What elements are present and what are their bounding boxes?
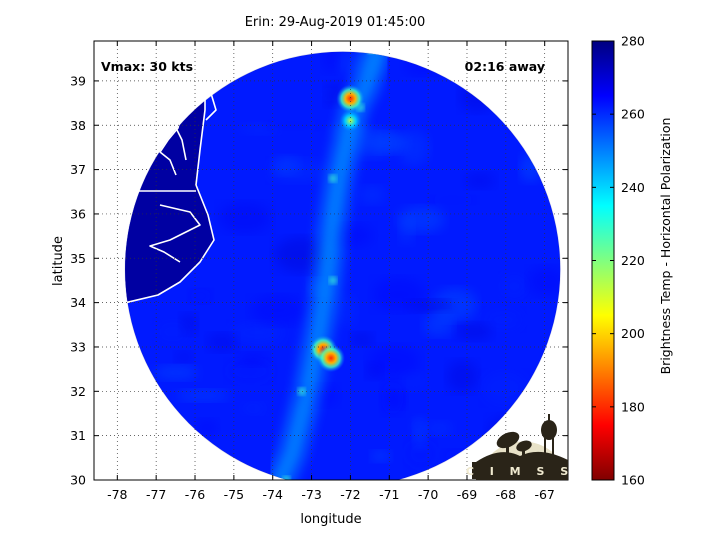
- swath-texture-patch: [237, 352, 269, 367]
- swath-texture-patch: [195, 419, 218, 438]
- colorbar-tick-label: 280: [621, 34, 645, 49]
- y-tick-label: 35: [70, 251, 86, 266]
- axes-box: [93, 40, 569, 481]
- swath-texture-patch: [424, 421, 454, 436]
- vmax-annotation: Vmax: 30 kts: [101, 59, 193, 74]
- swath-texture-patch: [433, 288, 478, 322]
- swath-texture-patch: [397, 129, 430, 166]
- chart-title: Erin: 29-Aug-2019 01:45:00: [245, 15, 426, 30]
- swath-texture-patch: [409, 417, 427, 435]
- x-tick-label: -67: [534, 487, 554, 502]
- y-axis-ticks: 30 31 32 33 34 35 36 37 38 39: [70, 73, 568, 488]
- swath-texture-patch: [463, 172, 496, 189]
- logo-text: C I M S S: [466, 465, 574, 478]
- swath-texture-patch: [218, 202, 271, 233]
- swath-texture-patch: [227, 359, 273, 383]
- colorbar-tick-label: 220: [621, 253, 645, 268]
- rainband-cell: [297, 387, 306, 396]
- swath-texture-patch: [320, 89, 336, 100]
- swath-texture-patch: [405, 439, 436, 468]
- swath-texture-patch: [350, 332, 374, 347]
- cimss-logo: C I M S S: [466, 414, 574, 480]
- swath-texture-patch: [365, 362, 384, 380]
- swath-texture-patch: [153, 365, 199, 381]
- x-tick-label: -69: [457, 487, 477, 502]
- y-tick-label: 30: [70, 473, 86, 488]
- x-tick-label: -76: [185, 487, 205, 502]
- swath-texture-patch: [250, 295, 306, 326]
- rainband-cell: [329, 276, 338, 285]
- convective-core-2: [339, 109, 362, 132]
- swath-texture-patch: [189, 289, 213, 304]
- x-tick-label: -75: [224, 487, 244, 502]
- swath-edge: [124, 51, 561, 480]
- x-tick-label: -73: [301, 487, 321, 502]
- y-tick-label: 38: [70, 118, 86, 133]
- x-tick-label: -71: [379, 487, 399, 502]
- swath-texture-patch: [155, 320, 191, 344]
- y-tick-label: 37: [70, 162, 86, 177]
- swath-texture-patch: [398, 371, 429, 391]
- swath-texture-patch: [267, 120, 320, 131]
- rainband-cell: [282, 476, 291, 480]
- swath-texture-patch: [358, 185, 386, 205]
- y-tick-label: 34: [70, 295, 86, 310]
- swath-texture-patch: [398, 206, 445, 233]
- colorbar-ticks: 160 180 200 220 240 260 280: [592, 34, 645, 488]
- swath-texture-patch: [206, 332, 238, 352]
- swath-texture-patch: [175, 389, 231, 402]
- swath-texture-patch: [230, 321, 284, 344]
- convective-core-1: [336, 84, 365, 113]
- x-tick-label: -72: [340, 487, 360, 502]
- x-tick-label: -78: [107, 487, 127, 502]
- colorbar-tick-label: 160: [621, 473, 645, 488]
- swath-texture-patch: [446, 360, 479, 393]
- y-tick-label: 39: [70, 73, 86, 88]
- y-tick-label: 36: [70, 206, 86, 221]
- swath-texture-patch: [237, 123, 278, 135]
- logo-banner: [472, 462, 568, 479]
- y-tick-label: 33: [70, 339, 86, 354]
- water-tower-icon: [541, 414, 557, 460]
- convective-core-4: [317, 344, 345, 373]
- y-tick-label: 32: [70, 384, 86, 399]
- y-tick-label: 31: [70, 428, 86, 443]
- x-tick-label: -68: [496, 487, 516, 502]
- x-tick-label: -77: [146, 487, 166, 502]
- swath-texture-patch: [422, 313, 454, 337]
- swath-texture-patch: [430, 195, 476, 205]
- swath-texture-patch: [482, 371, 527, 405]
- x-axis-ticks: -78 -77 -76 -75 -74 -73 -72 -71 -70 -69 -68 -67: [107, 41, 555, 502]
- x-axis-label: longitude: [300, 512, 361, 527]
- colorbar-tick-label: 260: [621, 107, 645, 122]
- colorbar-tick-label: 200: [621, 326, 645, 341]
- time-away-annotation: 02:16 away: [465, 59, 545, 74]
- swath-texture-patch: [407, 299, 455, 313]
- swath-texture-patch: [370, 450, 391, 463]
- swath-texture-patch: [321, 51, 339, 73]
- swath-texture-patch: [334, 293, 358, 328]
- swath-texture-patch: [381, 381, 404, 415]
- swath-texture-patch: [483, 308, 524, 331]
- colorbar-label: Brightness Temp - Horizontal Polarizatio…: [658, 118, 673, 375]
- y-axis-label: latitude: [51, 236, 66, 286]
- swath-texture-patch: [272, 155, 301, 176]
- swath-texture-patch: [174, 351, 194, 363]
- swath-texture-patch: [500, 273, 529, 299]
- swath-texture-patch: [274, 237, 329, 273]
- colorbar-tick-label: 240: [621, 180, 645, 195]
- x-tick-label: -74: [263, 487, 283, 502]
- swath-texture-patch: [527, 266, 561, 297]
- colorbar-tick-label: 180: [621, 399, 645, 414]
- satellite-dish-icon: [496, 431, 532, 458]
- swath-texture-patch: [239, 402, 267, 415]
- x-tick-label: -70: [418, 487, 438, 502]
- swath-texture-patch: [455, 322, 493, 341]
- rainband-cell: [328, 174, 337, 183]
